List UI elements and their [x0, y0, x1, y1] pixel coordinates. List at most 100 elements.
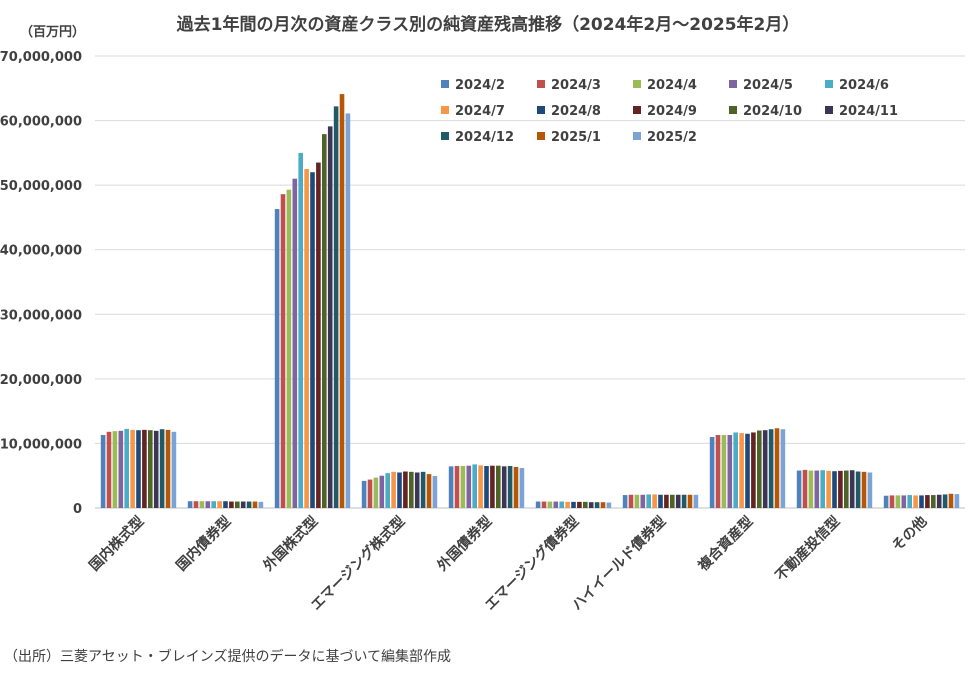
bar	[205, 501, 211, 508]
bar	[745, 433, 750, 508]
bar	[333, 106, 339, 508]
unit-label: （百万円）	[20, 24, 85, 40]
bar	[367, 479, 373, 508]
bar	[187, 501, 193, 508]
legend-label: 2024/8	[551, 104, 601, 119]
x-tick-label: エマージング債券型	[481, 513, 582, 614]
bar	[715, 435, 721, 508]
bar	[889, 495, 895, 508]
bar	[577, 501, 582, 508]
bar	[553, 501, 559, 508]
x-tick-label: エマージング株式型	[307, 513, 408, 614]
bar	[931, 495, 936, 508]
legend-label: 2024/4	[647, 78, 697, 93]
bar	[838, 470, 843, 508]
bar	[814, 470, 820, 508]
legend-label: 2024/6	[839, 78, 889, 93]
x-tick-label: 不動産投信型	[772, 513, 843, 584]
bar	[670, 494, 675, 508]
bar	[327, 126, 333, 508]
bar	[844, 470, 849, 508]
bar	[727, 435, 733, 508]
bar	[280, 194, 286, 508]
bar	[802, 469, 808, 508]
bar	[709, 436, 715, 508]
bar	[292, 178, 298, 508]
legend-item: 2024/7	[441, 104, 505, 119]
bar	[780, 429, 786, 508]
bar	[159, 429, 165, 508]
x-tick-label: ハイイールド債券型	[568, 513, 669, 614]
bar	[547, 501, 553, 508]
bar	[229, 501, 234, 508]
legend-item: 2024/11	[825, 104, 898, 119]
bar	[774, 428, 780, 508]
x-tick-label: 複合資産型	[694, 513, 756, 575]
bar	[153, 430, 159, 508]
bar	[322, 134, 327, 509]
bar	[193, 501, 199, 508]
legend-swatch	[729, 106, 737, 114]
bar	[681, 494, 687, 508]
bar	[286, 189, 292, 509]
bar	[942, 494, 948, 508]
bar	[199, 501, 205, 508]
bar	[310, 172, 315, 508]
bar	[403, 471, 408, 508]
legend-item: 2025/2	[633, 130, 697, 145]
bar	[478, 465, 483, 508]
bar	[913, 495, 918, 508]
bar	[646, 494, 651, 508]
bar	[235, 501, 240, 508]
bar	[211, 501, 216, 508]
bar	[583, 501, 588, 508]
bar	[448, 466, 454, 508]
legend-label: 2024/2	[455, 78, 505, 93]
bar	[432, 476, 438, 508]
bar	[298, 152, 303, 508]
bar	[600, 502, 606, 508]
legend-swatch	[825, 106, 833, 114]
legend-label: 2025/2	[647, 130, 697, 145]
bar	[339, 94, 345, 509]
y-tick-label: 20,000,000	[0, 373, 82, 388]
y-tick-label: 50,000,000	[0, 179, 82, 194]
bar	[762, 430, 768, 508]
bars	[100, 94, 960, 509]
bar	[507, 466, 513, 508]
bar	[130, 429, 135, 508]
y-tick-label: 0	[73, 502, 82, 517]
bar	[106, 431, 112, 508]
bar	[379, 475, 385, 508]
bar	[849, 470, 855, 508]
legend-label: 2024/12	[455, 130, 514, 145]
bar	[826, 470, 831, 508]
bar	[519, 467, 525, 508]
bar	[895, 495, 901, 508]
gridlines	[95, 55, 965, 509]
legend-swatch	[537, 80, 545, 88]
bar	[571, 501, 576, 508]
bar	[948, 493, 954, 508]
bar	[426, 474, 432, 508]
bar	[118, 430, 124, 508]
bar	[409, 471, 414, 508]
bar	[484, 466, 489, 508]
bar	[274, 209, 280, 508]
bar	[373, 477, 379, 508]
legend-swatch	[537, 106, 545, 114]
bar	[496, 465, 501, 508]
bar	[901, 495, 907, 508]
bar	[391, 471, 396, 508]
bar	[217, 501, 222, 508]
bar	[397, 472, 402, 508]
legend-item: 2024/12	[441, 130, 514, 145]
bar	[751, 432, 756, 508]
bar	[460, 466, 466, 508]
legend-swatch	[633, 132, 641, 140]
bar	[472, 464, 477, 508]
y-tick-label: 10,000,000	[0, 437, 82, 452]
bar	[796, 470, 802, 508]
bar	[925, 495, 930, 508]
